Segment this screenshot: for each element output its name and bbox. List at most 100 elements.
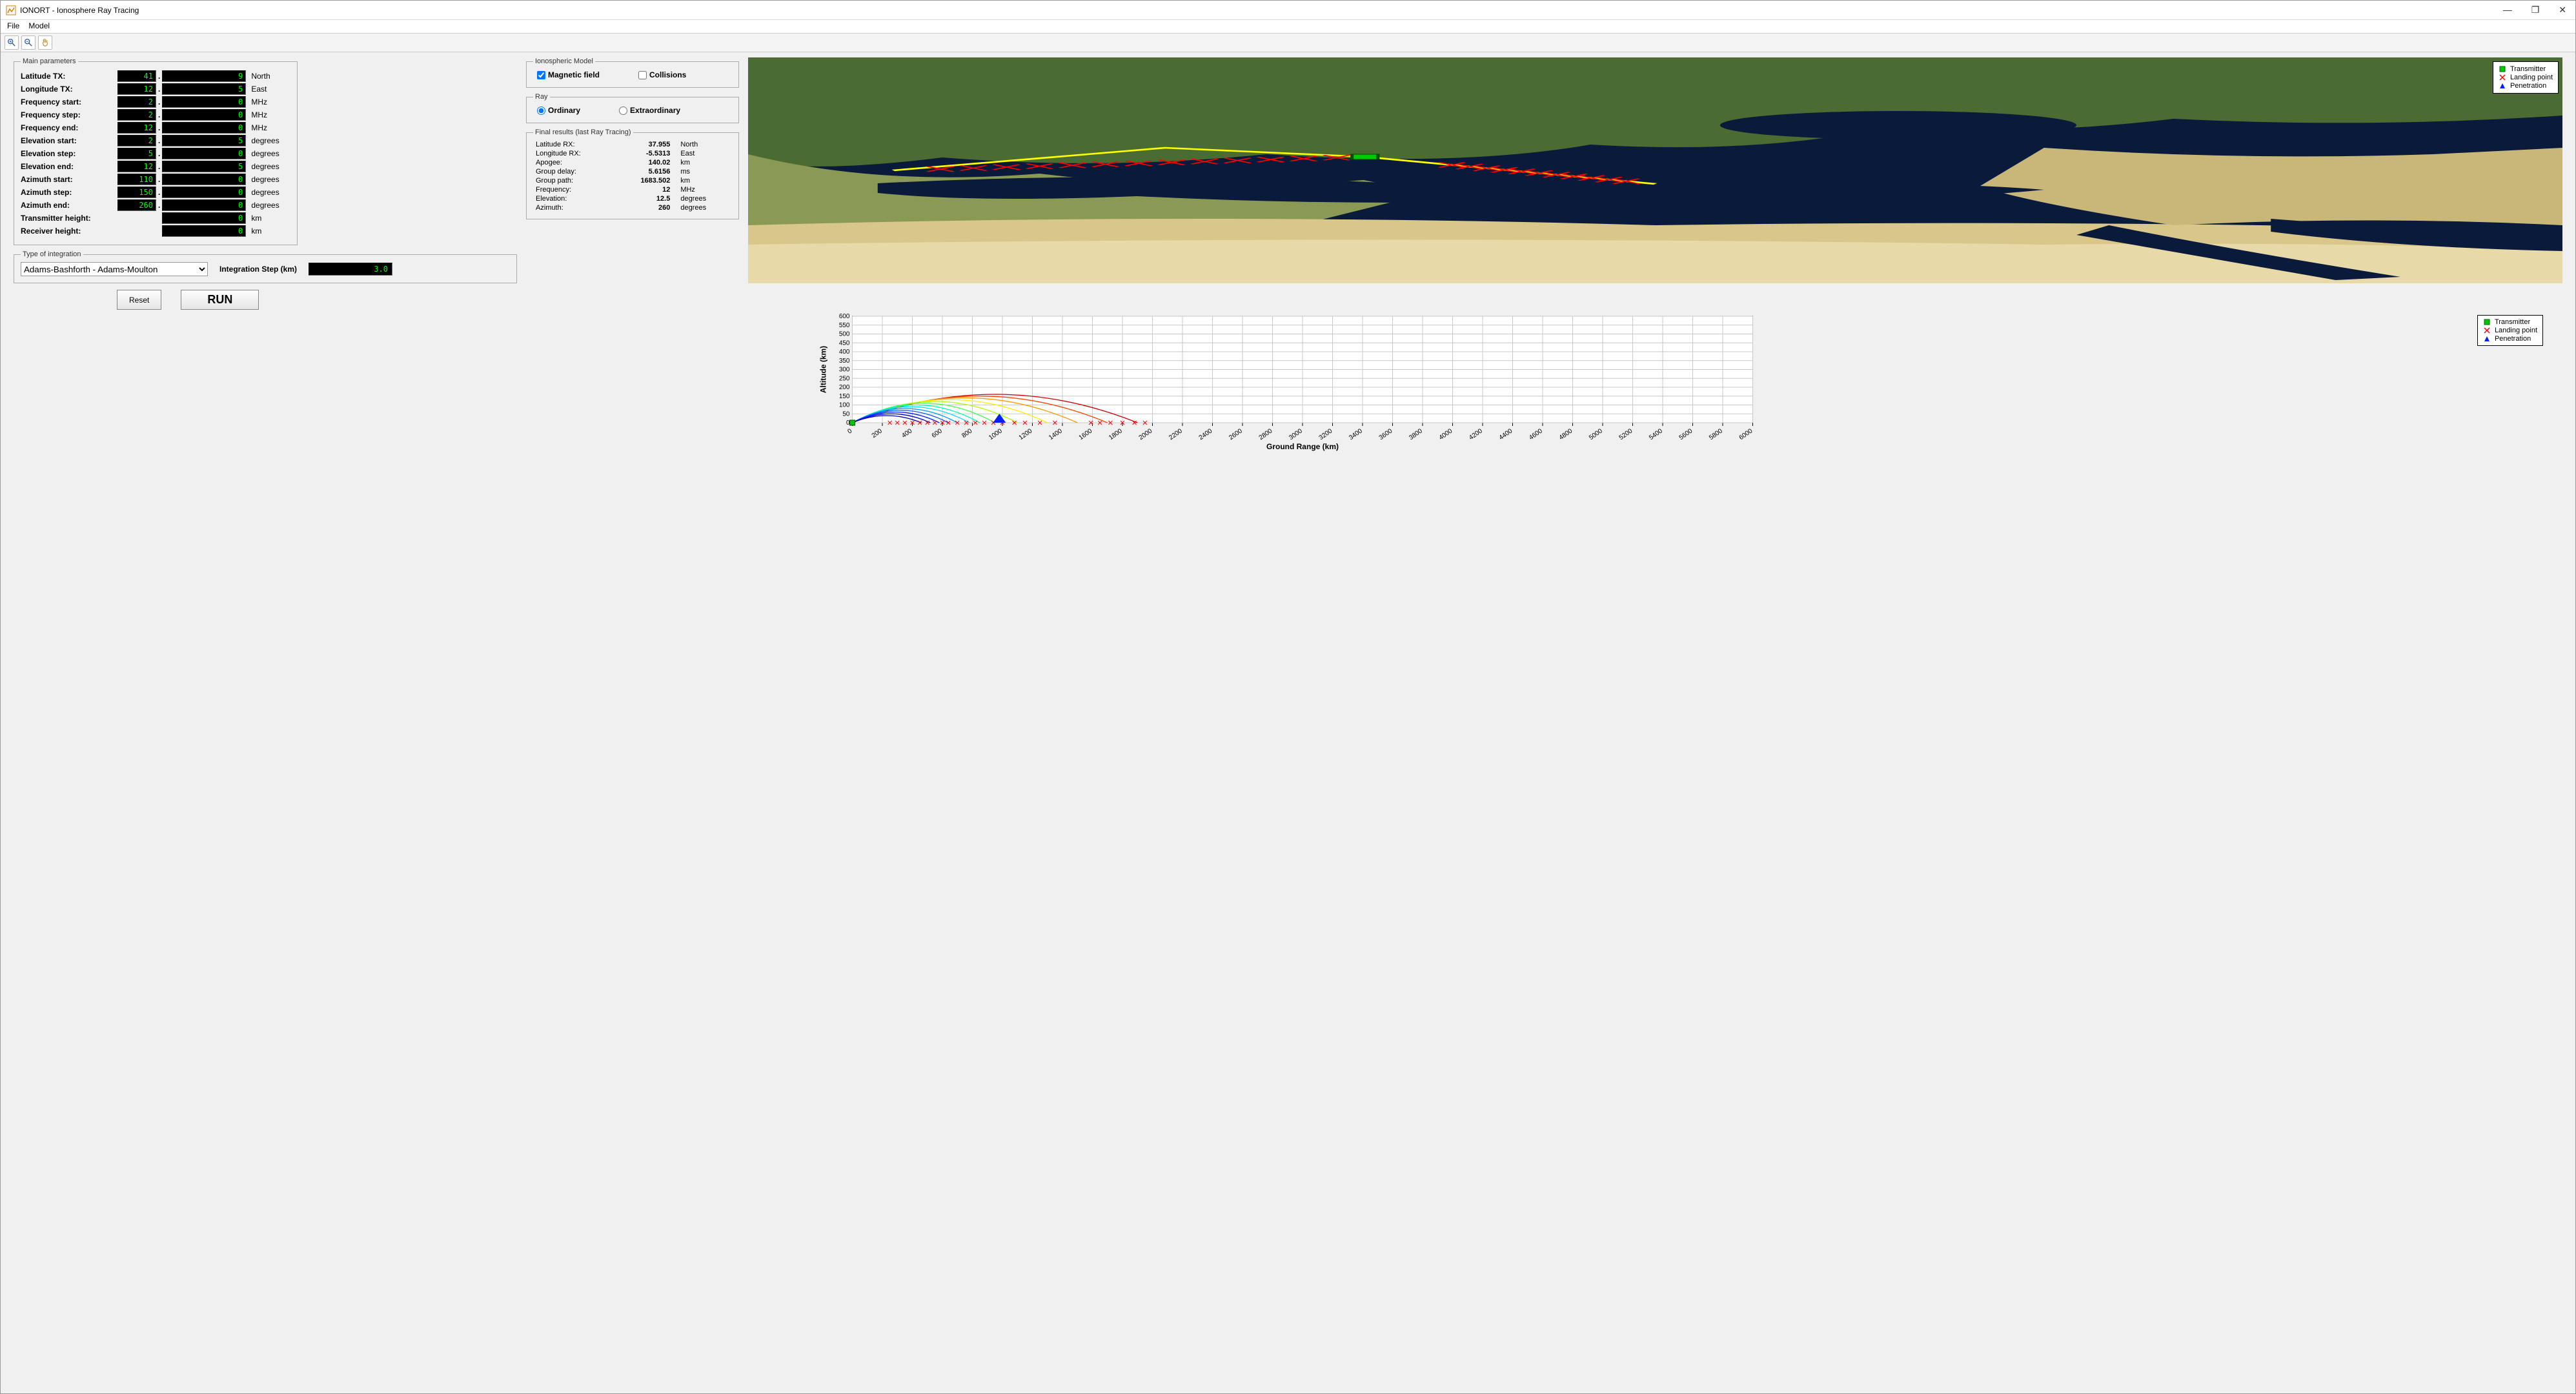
param-label: Elevation step: [21, 149, 117, 158]
param-frac-input[interactable]: 0 [162, 187, 246, 198]
param-int-input[interactable]: 12 [117, 161, 156, 172]
ray-panel: Ray Ordinary Extraordinary [526, 93, 739, 123]
svg-text:4800: 4800 [1558, 427, 1574, 441]
content-area: Main parameters Latitude TX:41.9NorthLon… [1, 52, 2575, 1393]
param-int-input[interactable]: 2 [117, 109, 156, 121]
svg-text:6000: 6000 [1738, 427, 1754, 441]
param-label: Azimuth start: [21, 175, 117, 184]
result-key: Longitude RX: [533, 149, 616, 158]
ray-chart-panel: 0200400600800100012001400160018002000220… [14, 310, 2562, 452]
ordinary-radio[interactable]: Ordinary [537, 106, 580, 115]
param-row: Elevation end:12.5degrees [21, 161, 290, 172]
svg-text:5200: 5200 [1618, 427, 1634, 441]
ray-title: Ray [533, 93, 550, 101]
svg-text:5800: 5800 [1708, 427, 1724, 441]
param-int-input[interactable]: 110 [117, 174, 156, 185]
zoom-in-icon[interactable] [5, 35, 19, 50]
svg-text:100: 100 [839, 402, 850, 409]
result-key: Apogee: [533, 158, 616, 167]
menubar: File Model [1, 20, 2575, 34]
param-frac-input[interactable]: 5 [162, 83, 246, 95]
result-value: 12 [616, 185, 673, 194]
param-label: Receiver height: [21, 227, 117, 236]
svg-text:Altitude (km): Altitude (km) [819, 346, 828, 393]
svg-text:1200: 1200 [1018, 427, 1034, 441]
param-unit: degrees [251, 162, 279, 171]
result-row: Latitude RX:37.955North [533, 140, 732, 149]
param-int-input[interactable]: 2 [117, 96, 156, 108]
result-row: Frequency:12MHz [533, 185, 732, 194]
zoom-out-icon[interactable] [21, 35, 35, 50]
param-row: Frequency start:2.0MHz [21, 96, 290, 108]
svg-text:3000: 3000 [1288, 427, 1304, 441]
collisions-checkbox[interactable]: Collisions [638, 70, 686, 79]
chart-legend: Transmitter Landing point Penetration [2477, 315, 2543, 346]
legend-transmitter: Transmitter [2510, 65, 2546, 73]
result-value: 260 [616, 203, 673, 212]
result-key: Latitude RX: [533, 140, 616, 149]
result-unit: North [673, 140, 732, 149]
param-frac-input[interactable]: 0 [162, 109, 246, 121]
param-int-input[interactable]: 12 [117, 83, 156, 95]
result-unit: degrees [673, 203, 732, 212]
svg-text:400: 400 [900, 427, 913, 439]
param-row: Elevation step:5.0degrees [21, 148, 290, 159]
param-unit: degrees [251, 188, 279, 197]
svg-text:2600: 2600 [1228, 427, 1244, 441]
param-int-input[interactable]: 41 [117, 70, 156, 82]
param-unit: degrees [251, 149, 279, 158]
close-button[interactable]: ✕ [2555, 3, 2570, 17]
integration-step-value[interactable]: 3.0 [309, 263, 392, 276]
ionospheric-model-panel: Ionospheric Model Magnetic field Collisi… [526, 57, 739, 88]
svg-text:1000: 1000 [988, 427, 1004, 441]
param-frac-input[interactable]: 5 [162, 135, 246, 146]
param-int-input[interactable]: 260 [117, 199, 156, 211]
pan-icon[interactable] [38, 35, 52, 50]
param-row: Azimuth end:260.0degrees [21, 199, 290, 211]
param-int-input[interactable]: 150 [117, 187, 156, 198]
param-frac-input[interactable]: 0 [162, 174, 246, 185]
menu-model[interactable]: Model [28, 21, 50, 30]
svg-text:400: 400 [839, 348, 850, 356]
param-int-input[interactable]: 5 [117, 148, 156, 159]
param-label: Longitude TX: [21, 85, 117, 94]
svg-text:2000: 2000 [1138, 427, 1154, 441]
svg-text:450: 450 [839, 339, 850, 347]
param-int-input[interactable]: 2 [117, 135, 156, 146]
map-legend: Transmitter Landing point Penetration [2493, 61, 2559, 94]
magnetic-field-checkbox[interactable]: Magnetic field [537, 70, 600, 79]
param-unit: MHz [251, 97, 267, 106]
svg-text:2400: 2400 [1198, 427, 1214, 441]
app-window: IONORT - Ionosphere Ray Tracing — ❐ ✕ Fi… [0, 0, 2576, 1394]
param-row: Longitude TX:12.5East [21, 83, 290, 95]
param-row: Latitude TX:41.9North [21, 70, 290, 82]
param-int-input[interactable]: 12 [117, 122, 156, 134]
svg-text:5600: 5600 [1678, 427, 1694, 441]
svg-text:500: 500 [839, 331, 850, 338]
param-input[interactable]: 0 [162, 225, 246, 237]
param-frac-input[interactable]: 5 [162, 161, 246, 172]
param-frac-input[interactable]: 0 [162, 122, 246, 134]
maximize-button[interactable]: ❐ [2528, 3, 2544, 17]
param-input[interactable]: 0 [162, 212, 246, 224]
integration-title: Type of integration [21, 250, 83, 258]
minimize-button[interactable]: — [2499, 3, 2516, 17]
param-frac-input[interactable]: 0 [162, 199, 246, 211]
param-frac-input[interactable]: 0 [162, 96, 246, 108]
menu-file[interactable]: File [7, 21, 19, 30]
svg-text:800: 800 [960, 427, 973, 439]
map-canvas[interactable] [748, 57, 2562, 283]
integration-method-select[interactable]: Adams-Bashforth - Adams-Moulton [21, 262, 208, 276]
result-value: 5.6156 [616, 167, 673, 176]
toolbar [1, 34, 2575, 52]
result-value: -5.5313 [616, 149, 673, 158]
reset-button[interactable]: Reset [117, 290, 161, 310]
param-frac-input[interactable]: 9 [162, 70, 246, 82]
extraordinary-radio[interactable]: Extraordinary [619, 106, 680, 115]
landing-symbol-icon [2499, 74, 2506, 81]
result-unit: East [673, 149, 732, 158]
run-button[interactable]: RUN [181, 290, 259, 310]
ray-chart[interactable]: 0200400600800100012001400160018002000220… [14, 310, 2562, 452]
svg-text:3800: 3800 [1408, 427, 1424, 441]
param-frac-input[interactable]: 0 [162, 148, 246, 159]
